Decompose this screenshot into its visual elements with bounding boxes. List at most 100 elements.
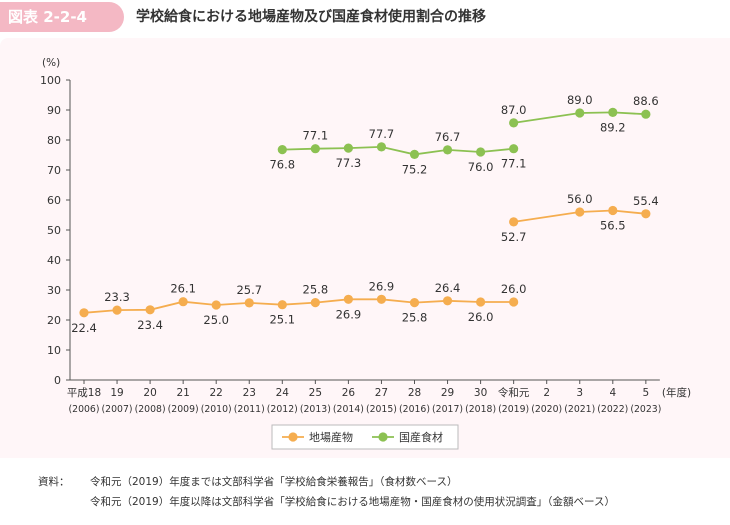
x-tick-year-label: (2010) xyxy=(201,404,232,415)
series-line xyxy=(282,145,514,156)
data-point xyxy=(409,149,420,159)
y-tick-label: 30 xyxy=(47,284,61,297)
x-tick-label: 27 xyxy=(375,387,388,399)
x-tick-year-label: (2023) xyxy=(630,404,661,415)
x-tick-year-label: (2017) xyxy=(432,404,463,415)
data-label: 26.0 xyxy=(468,310,494,324)
x-tick-year-label: (2022) xyxy=(597,404,628,415)
x-tick-label: 26 xyxy=(342,387,356,399)
y-tick-label: 60 xyxy=(47,194,61,207)
series-line xyxy=(83,298,514,314)
legend-marker xyxy=(288,432,298,442)
x-tick-year-label: (2014) xyxy=(333,404,364,415)
data-label: 25.1 xyxy=(269,313,295,327)
data-point xyxy=(509,217,519,227)
data-point xyxy=(277,300,287,310)
x-tick-label: 21 xyxy=(176,387,189,399)
x-tick-label: 28 xyxy=(408,387,421,399)
data-label: 25.8 xyxy=(303,283,329,297)
figure-header: 図表 2-2-4 学校給食における地場産物及び国産食材使用割合の推移 xyxy=(0,0,730,34)
x-tick-label: 25 xyxy=(309,387,322,399)
data-label: 56.5 xyxy=(600,219,626,233)
data-label: 76.8 xyxy=(269,158,295,172)
data-label: 76.0 xyxy=(468,160,494,174)
data-label: 77.3 xyxy=(336,156,362,170)
y-tick-label: 20 xyxy=(47,314,61,327)
x-tick-label: 20 xyxy=(143,387,156,399)
legend-label: 地場産物 xyxy=(309,430,353,444)
data-label: 23.4 xyxy=(137,318,163,332)
chart-panel xyxy=(0,38,730,458)
data-point xyxy=(79,308,89,318)
x-tick-year-label: (2015) xyxy=(366,404,397,415)
data-point xyxy=(575,207,585,217)
data-point xyxy=(509,144,519,154)
data-label: 25.0 xyxy=(203,313,229,327)
x-tick-label: 23 xyxy=(243,387,256,399)
data-point xyxy=(476,147,486,157)
x-tick-year-label: (2021) xyxy=(564,404,595,415)
data-point xyxy=(376,142,387,152)
data-label: 26.1 xyxy=(170,282,196,296)
data-label: 88.6 xyxy=(633,94,659,108)
y-axis-unit: (%) xyxy=(42,57,60,69)
data-label: 76.7 xyxy=(435,130,461,144)
data-label: 77.7 xyxy=(369,127,395,141)
data-point xyxy=(145,305,155,315)
source-line: 令和元（2019）年度までは文部科学省「学校給食栄養報告」（食材数ベース） xyxy=(90,476,458,488)
data-label: 23.3 xyxy=(104,290,130,304)
x-tick-label: 19 xyxy=(110,387,123,399)
x-axis-unit: (年度) xyxy=(662,386,691,399)
data-label: 26.9 xyxy=(369,279,395,293)
x-tick-year-label: (2016) xyxy=(399,404,430,415)
x-tick-label: 24 xyxy=(276,387,290,399)
data-label: 26.0 xyxy=(501,282,527,296)
y-tick-label: 40 xyxy=(47,254,61,267)
data-point xyxy=(509,297,519,307)
legend-label: 国産食材 xyxy=(399,430,443,444)
data-label: 89.2 xyxy=(600,120,626,134)
series-line xyxy=(513,111,646,124)
data-point xyxy=(343,294,353,304)
data-point xyxy=(376,294,387,304)
source-note: 資料： 令和元（2019）年度までは文部科学省「学校給食栄養報告」（食材数ベース… xyxy=(38,472,615,512)
data-point xyxy=(641,109,651,119)
figure-number-tag: 図表 2-2-4 xyxy=(0,2,124,32)
data-point xyxy=(343,143,353,153)
data-point xyxy=(409,298,420,308)
line-chart: 0 10 20 30 40 50 60 70 80 90 100 (%) 平成18 (2006) 19 (20… xyxy=(40,57,691,450)
x-tick-label: 平成18 xyxy=(67,387,101,399)
data-label: 77.1 xyxy=(501,157,527,171)
data-label: 55.4 xyxy=(633,194,659,208)
figure-title: 学校給食における地場産物及び国産食材使用割合の推移 xyxy=(136,9,486,25)
data-label: 89.0 xyxy=(567,93,593,107)
x-tick-label: 2 xyxy=(543,387,550,399)
x-tick-year-label: (2009) xyxy=(168,404,199,415)
y-tick-label: 70 xyxy=(47,164,61,177)
x-tick-label: 令和元 xyxy=(498,386,530,399)
source-label: 資料： xyxy=(38,476,70,488)
data-point xyxy=(112,305,122,315)
data-label: 22.4 xyxy=(71,321,97,335)
data-point xyxy=(641,209,651,219)
data-point xyxy=(211,300,221,310)
y-tick-label: 50 xyxy=(47,224,61,237)
x-tick-year-label: (2011) xyxy=(234,404,265,415)
x-tick-year-label: (2018) xyxy=(465,404,496,415)
x-tick-year-label: (2020) xyxy=(531,404,562,415)
data-label: 26.9 xyxy=(336,307,362,321)
data-point xyxy=(310,298,320,308)
data-point xyxy=(442,296,453,306)
data-label: 87.0 xyxy=(501,103,527,117)
data-point xyxy=(442,145,453,155)
x-tick-year-label: (2008) xyxy=(135,404,166,415)
data-point xyxy=(244,298,254,308)
y-tick-label: 90 xyxy=(47,104,61,117)
y-tick-label: 0 xyxy=(54,374,61,387)
data-point xyxy=(575,108,585,118)
y-tick-label: 10 xyxy=(47,344,61,357)
x-tick-label: 3 xyxy=(576,387,583,399)
data-label: 77.1 xyxy=(303,129,329,143)
x-tick-label: 4 xyxy=(609,387,616,399)
x-tick-year-label: (2006) xyxy=(69,404,100,415)
